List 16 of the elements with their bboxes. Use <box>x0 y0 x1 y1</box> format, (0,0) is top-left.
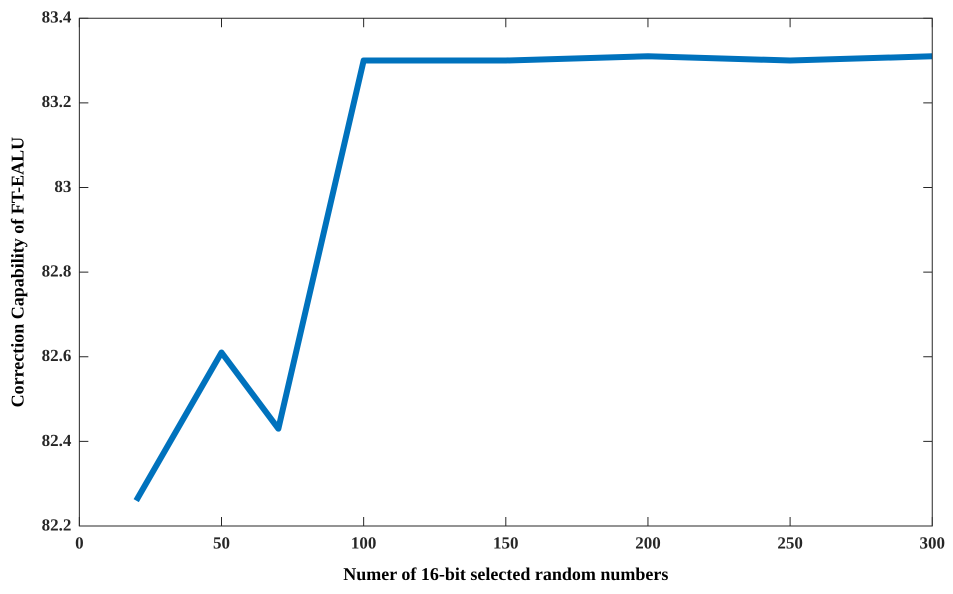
y-axis-title: Correction Capability of FT-EALU <box>7 136 28 408</box>
x-tick-label: 200 <box>635 534 661 553</box>
x-tick-label: 50 <box>213 534 230 553</box>
y-tick-label: 83.2 <box>42 92 72 112</box>
x-tick-label: 300 <box>920 534 945 553</box>
y-tick-label: 82.4 <box>42 430 72 450</box>
y-tick-label: 82.2 <box>42 515 72 534</box>
x-axis-title: Numer of 16-bit selected random numbers <box>343 564 668 584</box>
y-tick-label: 83 <box>54 176 72 196</box>
y-tick-label: 83.4 <box>42 8 72 27</box>
x-tick-label: 100 <box>350 534 376 553</box>
x-tick-label: 0 <box>75 534 84 553</box>
x-tick-label: 250 <box>777 534 803 553</box>
y-tick-label: 82.8 <box>42 261 72 280</box>
y-tick-label: 82.6 <box>42 346 72 366</box>
x-tick-label: 150 <box>493 534 519 553</box>
